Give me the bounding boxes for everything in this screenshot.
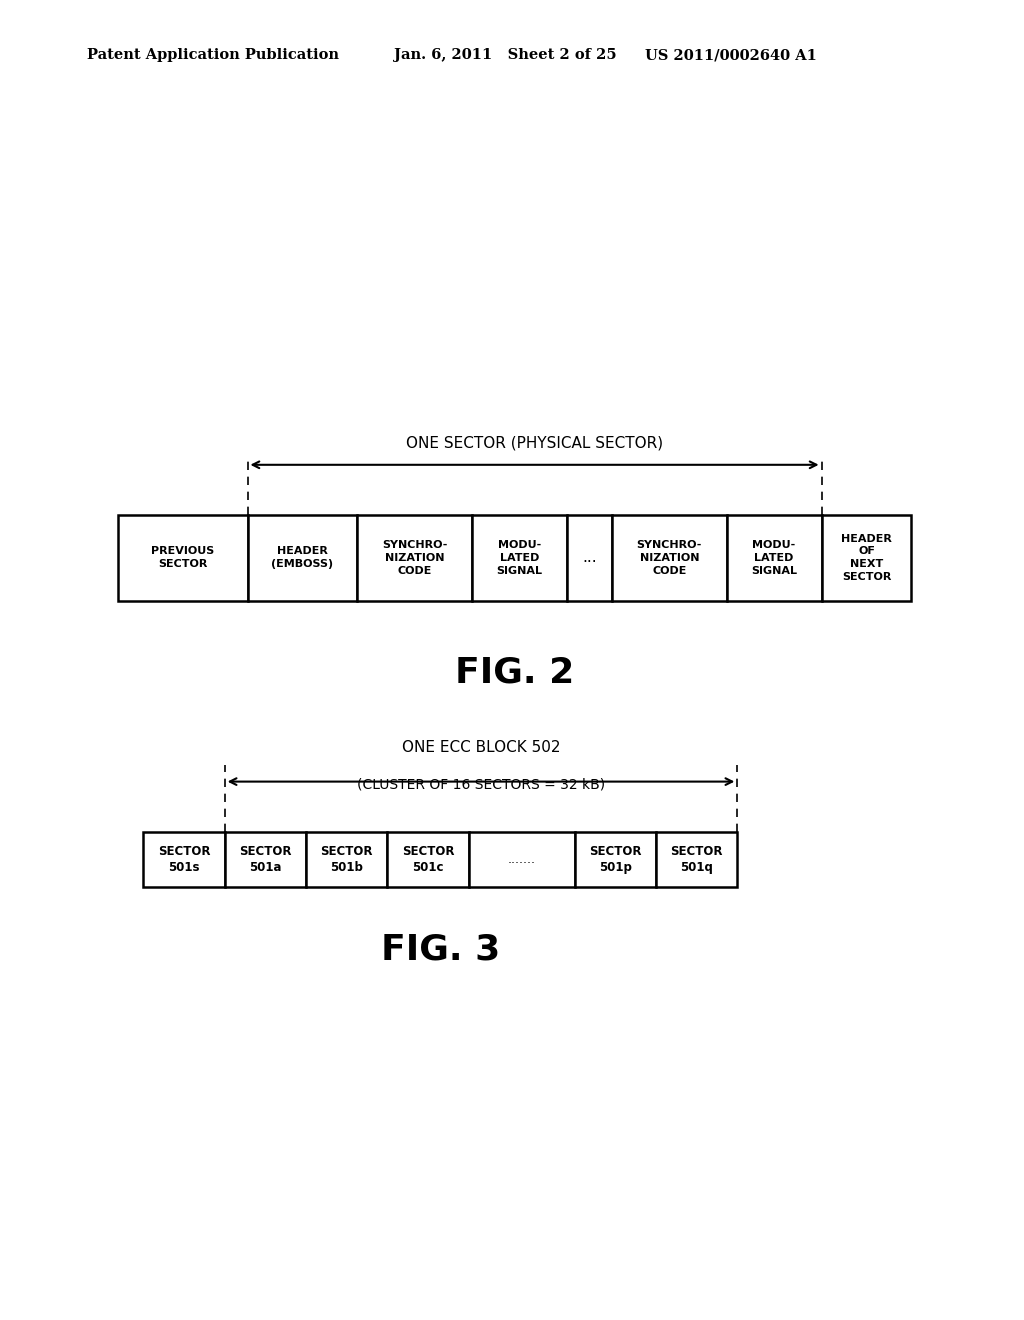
Text: HEADER
(EMBOSS): HEADER (EMBOSS): [271, 546, 334, 569]
Bar: [387, 832, 469, 887]
Bar: [727, 515, 821, 601]
Text: ...: ...: [582, 550, 597, 565]
Text: ONE ECC BLOCK 502: ONE ECC BLOCK 502: [401, 739, 560, 755]
Text: SECTOR
501p: SECTOR 501p: [589, 845, 641, 874]
Bar: [472, 515, 567, 601]
Text: PREVIOUS
SECTOR: PREVIOUS SECTOR: [151, 546, 214, 569]
Text: FIG. 3: FIG. 3: [381, 932, 500, 966]
Text: SECTOR
501s: SECTOR 501s: [158, 845, 210, 874]
Text: SECTOR
501b: SECTOR 501b: [321, 845, 373, 874]
Bar: [612, 515, 727, 601]
Bar: [143, 832, 224, 887]
Text: Patent Application Publication: Patent Application Publication: [87, 49, 339, 62]
Bar: [821, 515, 911, 601]
Text: .......: .......: [508, 853, 536, 866]
Text: SECTOR
501c: SECTOR 501c: [401, 845, 455, 874]
Text: MODU-
LATED
SIGNAL: MODU- LATED SIGNAL: [751, 540, 797, 576]
Bar: [118, 515, 248, 601]
Text: Jan. 6, 2011   Sheet 2 of 25: Jan. 6, 2011 Sheet 2 of 25: [394, 49, 616, 62]
Bar: [306, 832, 387, 887]
Text: (CLUSTER OF 16 SECTORS = 32 kB): (CLUSTER OF 16 SECTORS = 32 kB): [357, 777, 605, 792]
Bar: [469, 832, 574, 887]
Text: SECTOR
501a: SECTOR 501a: [240, 845, 292, 874]
Bar: [248, 515, 357, 601]
Bar: [574, 832, 656, 887]
Text: US 2011/0002640 A1: US 2011/0002640 A1: [645, 49, 817, 62]
Text: SECTOR
501q: SECTOR 501q: [671, 845, 723, 874]
Text: MODU-
LATED
SIGNAL: MODU- LATED SIGNAL: [497, 540, 543, 576]
Text: SYNCHRO-
NIZATION
CODE: SYNCHRO- NIZATION CODE: [382, 540, 447, 576]
Bar: [567, 515, 612, 601]
Text: FIG. 2: FIG. 2: [455, 656, 574, 689]
Text: SYNCHRO-
NIZATION
CODE: SYNCHRO- NIZATION CODE: [637, 540, 702, 576]
Bar: [357, 515, 472, 601]
Text: HEADER
OF
NEXT
SECTOR: HEADER OF NEXT SECTOR: [841, 533, 892, 582]
Bar: [656, 832, 737, 887]
Bar: [224, 832, 306, 887]
Text: ONE SECTOR (PHYSICAL SECTOR): ONE SECTOR (PHYSICAL SECTOR): [406, 436, 664, 451]
